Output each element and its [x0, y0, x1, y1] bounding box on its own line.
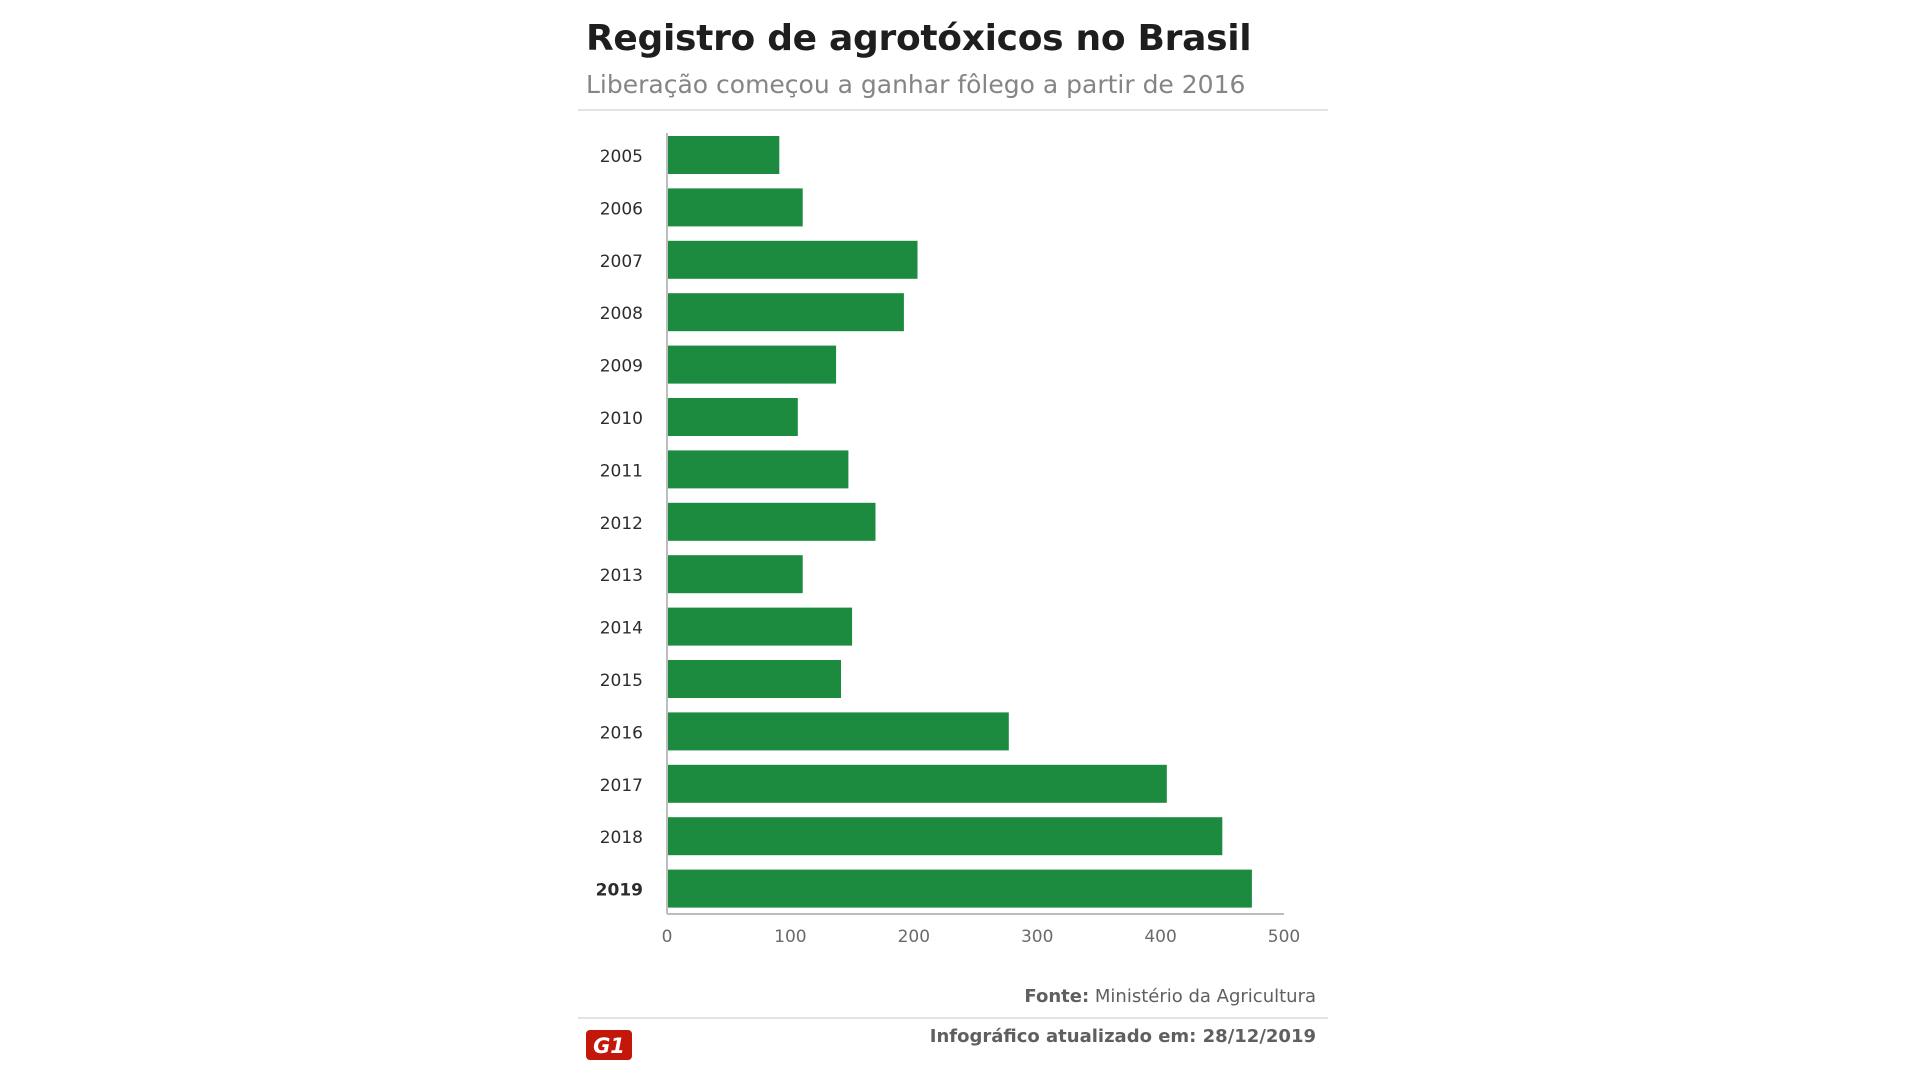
category-label-2011: 2011 [600, 461, 643, 481]
chart-title: Registro de agrotóxicos no Brasil [586, 18, 1252, 59]
bar-2009 [667, 345, 837, 384]
category-label-2017: 2017 [600, 776, 643, 796]
category-label-2013: 2013 [600, 566, 643, 586]
category-label-2008: 2008 [600, 304, 643, 324]
x-tick-label-0: 0 [662, 927, 673, 947]
header-divider [578, 109, 1328, 111]
category-label-2018: 2018 [600, 828, 643, 848]
category-label-2015: 2015 [600, 671, 643, 691]
bar-2010 [667, 398, 798, 436]
bar-2007 [667, 240, 918, 279]
bar-2015 [667, 660, 841, 698]
chart-subtitle: Liberação começou a ganhar fôlego a part… [586, 70, 1246, 99]
source-note: Fonte: Ministério da Agricultura [1024, 986, 1316, 1007]
bar-2005 [667, 136, 780, 174]
bar-2018 [667, 817, 1223, 856]
category-label-2007: 2007 [600, 252, 643, 272]
bar-2012 [667, 502, 876, 541]
updated-note: Infográfico atualizado em: 28/12/2019 [929, 1026, 1316, 1047]
category-label-2010: 2010 [600, 409, 643, 429]
bar-2008 [667, 293, 904, 332]
bar-2014 [667, 607, 853, 646]
source-label: Fonte: [1024, 986, 1090, 1007]
category-label-2009: 2009 [600, 357, 643, 377]
bar-2016 [667, 712, 1009, 751]
bar-2017 [667, 764, 1167, 803]
category-label-2005: 2005 [600, 147, 643, 167]
source-text: Ministério da Agricultura [1094, 986, 1316, 1007]
category-label-2014: 2014 [600, 619, 643, 639]
bar-2011 [667, 450, 849, 489]
category-label-2016: 2016 [600, 723, 643, 743]
x-tick-label-100: 100 [774, 927, 806, 947]
x-tick-label-400: 400 [1144, 927, 1176, 947]
footer-divider [578, 1017, 1328, 1019]
x-tick-label-200: 200 [898, 927, 930, 947]
bar-2006 [667, 188, 803, 227]
x-tick-label-500: 500 [1268, 927, 1300, 947]
category-label-2019: 2019 [596, 881, 643, 901]
svg-text:G1: G1 [593, 1034, 625, 1058]
x-tick-label-300: 300 [1021, 927, 1053, 947]
bar-2013 [667, 555, 803, 594]
bar-2019 [667, 869, 1252, 908]
category-label-2012: 2012 [600, 514, 643, 534]
category-label-2006: 2006 [600, 199, 643, 219]
g1-logo: G1 [586, 1030, 632, 1060]
